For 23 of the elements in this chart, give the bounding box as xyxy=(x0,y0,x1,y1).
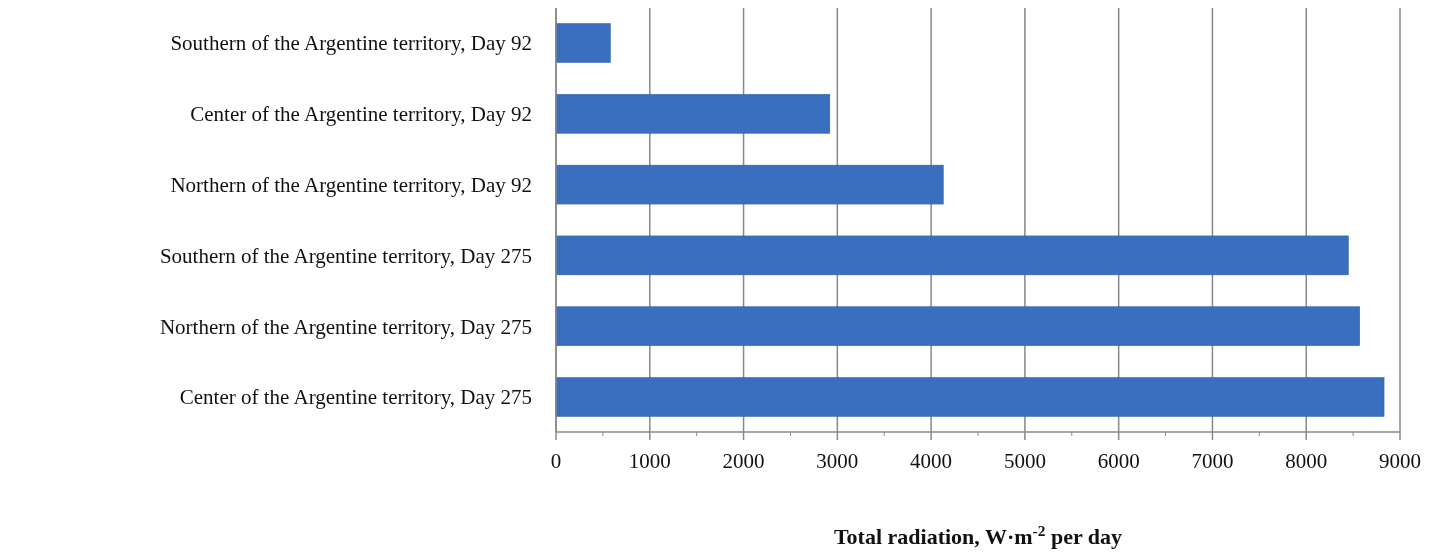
x-tick-label: 9000 xyxy=(1379,449,1421,473)
x-tick-label: 6000 xyxy=(1097,449,1140,473)
x-tick-label: 7000 xyxy=(1191,449,1234,473)
x-tick-label: 4000 xyxy=(910,449,953,473)
x-tick-label: 1000 xyxy=(628,449,671,473)
x-tick-label: 8000 xyxy=(1285,449,1328,473)
x-tick-label: 2000 xyxy=(722,449,765,473)
y-tick-label: Southern of the Argentine territory, Day 92 xyxy=(170,31,532,56)
y-tick-label: Center of the Argentine territory, Day 92 xyxy=(190,102,532,127)
bar xyxy=(555,377,1385,417)
x-tick-label: 3000 xyxy=(816,449,859,473)
bar xyxy=(555,164,944,205)
y-tick-label: Northern of the Argentine territory, Day 92 xyxy=(170,172,532,197)
bar xyxy=(555,94,831,134)
bar xyxy=(555,306,1360,346)
y-tick-label: Center of the Argentine territory, Day 275 xyxy=(179,385,532,410)
x-tick-label: 5000 xyxy=(1003,449,1046,473)
y-tick-label: Southern of the Argentine territory, Day 275 xyxy=(159,243,532,268)
y-tick-label: Northern of the Argentine territory, Day 275 xyxy=(159,314,532,339)
bar xyxy=(555,23,611,63)
bar xyxy=(555,235,1349,276)
x-tick-label: 0 xyxy=(550,449,562,473)
x-axis-title: Total radiation, W·m$^{-2}$ per day xyxy=(833,521,1123,549)
